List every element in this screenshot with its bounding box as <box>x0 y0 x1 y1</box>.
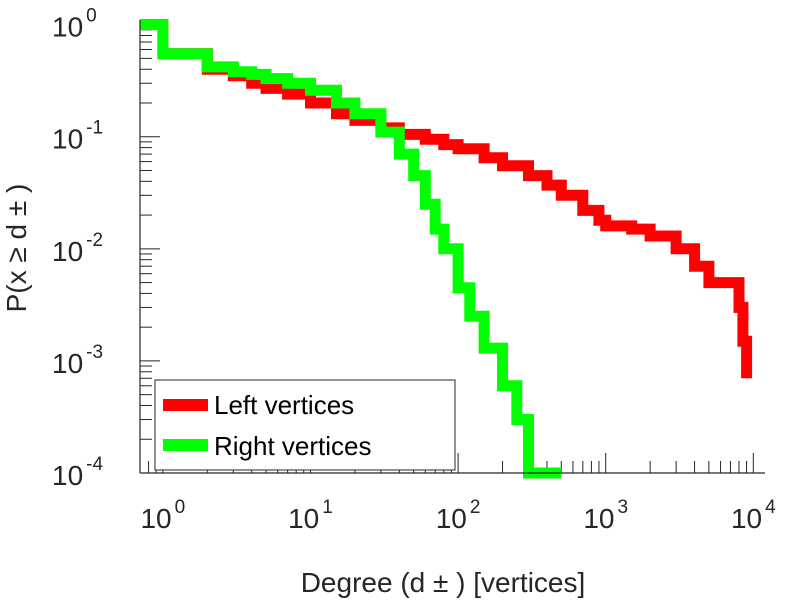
legend: Left vertices Right vertices <box>154 379 456 471</box>
legend-label-left-vertices: Left vertices <box>214 390 354 420</box>
y-tick-label: 10 -2 <box>52 230 103 267</box>
series-line-left-vertices <box>140 19 753 379</box>
x-tick-labels: 10 0 10 1 10 2 10 3 10 4 <box>140 497 776 534</box>
x-tick-label: 10 4 <box>731 497 776 534</box>
y-tick-label: 10 -4 <box>52 454 103 491</box>
legend-label-right-vertices: Right vertices <box>214 431 372 461</box>
series-layer <box>140 19 753 479</box>
y-tick-label: 10 -1 <box>52 118 103 155</box>
x-tick-label: 10 2 <box>436 497 481 534</box>
legend-box <box>154 379 456 471</box>
series-line-right-vertices <box>140 19 562 479</box>
y-tick-label: 10 -3 <box>52 342 103 379</box>
axis-lines <box>139 20 765 474</box>
y-axis-label: P(x ≥ d ± ) <box>1 184 32 313</box>
x-tick-label: 10 3 <box>583 497 628 534</box>
x-tick-label: 10 0 <box>140 497 185 534</box>
x-axis-label: Degree (d ± ) [vertices] <box>301 567 586 598</box>
x-tick-label: 10 1 <box>288 497 333 534</box>
y-tick-label: 10 0 <box>52 6 97 43</box>
